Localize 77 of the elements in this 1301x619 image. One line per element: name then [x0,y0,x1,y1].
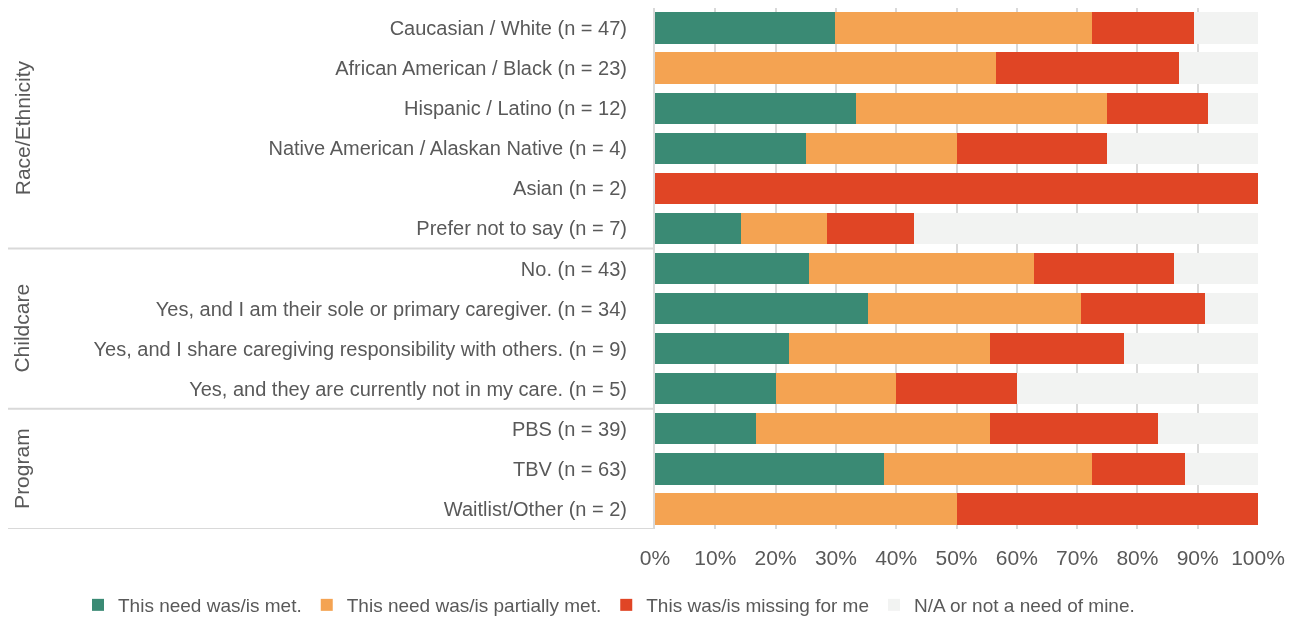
bar [990,413,1158,445]
bar [1185,453,1258,485]
bar [655,252,810,285]
bar [1033,252,1175,285]
bar [655,92,856,124]
x-tick-label: 90% [1176,546,1219,569]
y-tick-label: Native American / Alaskan Native (n = 4) [268,137,627,160]
bar [655,292,868,325]
bar [809,252,1034,285]
bar [655,493,957,525]
bar [1091,453,1186,485]
text: Program [10,428,34,509]
bar [913,212,1258,245]
text: Race/Ethnicity [10,60,34,196]
bar [995,52,1180,84]
bar [755,413,991,445]
x-tick-label: 100% [1231,546,1285,569]
bar [741,212,828,245]
legend-label: This need was/is partially met. [346,595,602,617]
y-tick-label: Yes, and I am their sole or primary caregiver. (n = 34) [155,297,627,320]
x-tick-label: 0% [639,546,671,569]
y-tick-label: Waitlist/Other (n = 2) [443,497,627,520]
x-tick-label: 50% [935,546,978,569]
y-tick-label: Yes, and they are currently not in my care. (n = 5) [189,377,627,400]
bar [655,413,756,445]
bar [1080,292,1205,325]
legend-label: This need was/is met. [118,595,302,617]
bar [855,92,1108,124]
x-tick-label: 70% [1056,546,1099,569]
bar [1204,292,1258,325]
bar [1194,12,1258,44]
x-tick-label: 60% [995,546,1038,569]
y-tick-label: Yes, and I share caregiving responsibility with others. (n = 9) [93,337,627,360]
bar [896,373,1017,405]
bar [655,373,776,405]
bar [655,172,1258,204]
y-tick-label: Caucasian / White (n = 47) [389,17,627,40]
bar [1123,333,1258,365]
y-tick-label: TBV (n = 63) [513,457,627,480]
bar [1157,413,1258,445]
y-tick-label: Hispanic / Latino (n = 12) [404,97,627,120]
text: Childcare [10,283,34,373]
bar [655,333,789,365]
bar [1179,52,1258,84]
y-tick-label: African American / Black (n = 23) [335,57,627,80]
x-tick-label: 20% [754,546,797,569]
bar [989,333,1124,365]
bar [827,212,914,245]
x-tick-label: 30% [814,546,857,569]
bar [775,373,897,405]
bar [655,52,996,84]
bar [655,12,835,44]
bar [1107,132,1258,164]
bar [1174,252,1258,285]
bar [1107,92,1208,124]
bar [805,132,957,164]
legend-label: This was/is missing for me [646,595,870,617]
bar [956,493,1258,525]
bar [883,453,1092,485]
bar [956,132,1108,164]
bar [1016,373,1258,405]
y-tick-label: Prefer not to say (n = 7) [416,217,627,240]
bar [655,132,806,164]
bar [655,212,742,245]
bar [1091,12,1195,44]
y-tick-label: PBS (n = 39) [511,417,627,440]
bar [788,333,990,365]
x-tick-label: 80% [1116,546,1159,569]
y-tick-label: No. (n = 43) [520,257,627,280]
legend-label: N/A or not a need of mine. [914,595,1135,617]
x-tick-label: 40% [875,546,918,569]
bar [655,453,884,485]
bar [1207,92,1258,124]
y-tick-label: Asian (n = 2) [513,177,627,200]
bar [834,12,1092,44]
bar [867,292,1081,325]
x-tick-label: 10% [694,546,737,569]
